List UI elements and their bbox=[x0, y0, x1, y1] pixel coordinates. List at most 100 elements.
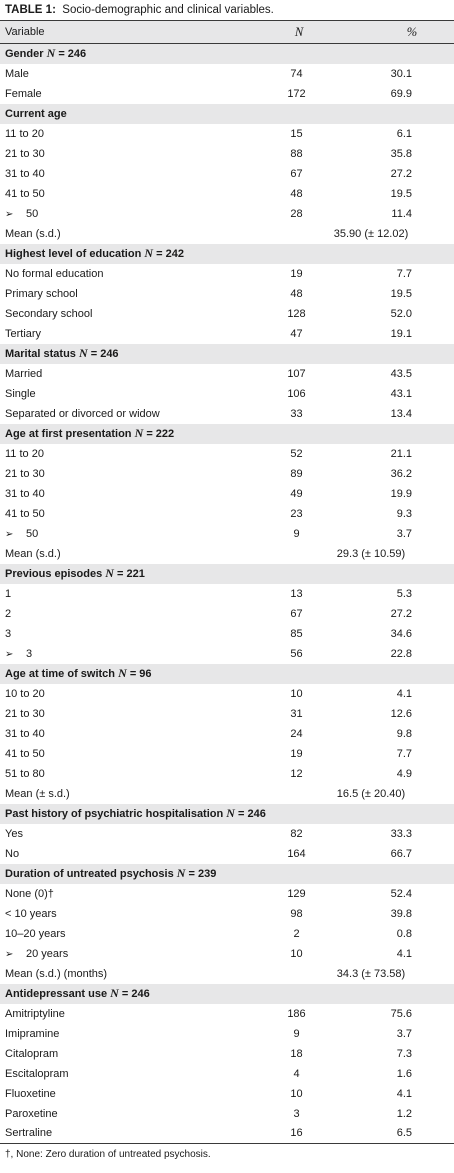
row-label: 41 to 50 bbox=[0, 744, 258, 764]
row-n-value: 106 bbox=[287, 387, 306, 400]
row-label: 11 to 20 bbox=[0, 444, 258, 464]
row-summary-value: 16.5 (± 20.40) bbox=[336, 787, 406, 800]
row-label-text: 21 to 30 bbox=[5, 147, 45, 160]
row-n-value: 56 bbox=[290, 647, 303, 660]
row-percent-value: 3.7 bbox=[396, 1027, 412, 1040]
row-n-value: 33 bbox=[290, 407, 303, 420]
row-label: Yes bbox=[0, 824, 258, 844]
row-label-text: 31 to 40 bbox=[5, 167, 45, 180]
row-label: 10–20 years bbox=[0, 924, 258, 944]
row-n-value: 129 bbox=[287, 887, 306, 900]
row-label-text: Citalopram bbox=[5, 1047, 59, 1060]
row-n-value: 2 bbox=[293, 927, 300, 940]
table-row: ➢ 50 9 3.7 bbox=[0, 524, 454, 544]
row-n-value: 52 bbox=[290, 447, 303, 460]
table-row: 3 85 34.6 bbox=[0, 624, 454, 644]
section-title: Antidepressant use N = 246 bbox=[0, 984, 454, 1004]
row-percent-value: 9.8 bbox=[396, 727, 412, 740]
table-row: Paroxetine 3 1.2 bbox=[0, 1104, 454, 1124]
row-label-text: 41 to 50 bbox=[5, 747, 45, 760]
arrow-bullet-icon: ➢ bbox=[5, 948, 14, 960]
row-label: Imipramine bbox=[0, 1024, 258, 1044]
table-row: 21 to 30 31 12.6 bbox=[0, 704, 454, 724]
row-n-value: 19 bbox=[290, 267, 303, 280]
row-label-text: Primary school bbox=[5, 287, 78, 300]
section-header-row: Current age bbox=[0, 103, 454, 124]
row-label: 41 to 50 bbox=[0, 504, 258, 524]
row-label-text: Tertiary bbox=[5, 327, 42, 340]
section-n-value: = 246 bbox=[90, 348, 119, 360]
table-header: Variable N % bbox=[0, 20, 454, 44]
table-row: Married 107 43.5 bbox=[0, 364, 454, 384]
row-label-text: No formal education bbox=[5, 267, 104, 280]
section-title: Duration of untreated psychosis N = 239 bbox=[0, 864, 454, 884]
section-title: Current age bbox=[0, 104, 454, 124]
row-percent-value: 19.1 bbox=[390, 327, 412, 340]
row-label: Amitriptyline bbox=[0, 1004, 258, 1024]
section-n-symbol: N bbox=[118, 666, 127, 680]
table-row: Mean (s.d.) 29.3 (± 10.59) bbox=[0, 544, 454, 564]
row-label-text: 3 bbox=[26, 647, 33, 660]
row-label: ➢ 50 bbox=[0, 204, 258, 224]
section-header-row: Duration of untreated psychosis N = 239 bbox=[0, 863, 454, 884]
row-label-text: Imipramine bbox=[5, 1027, 60, 1040]
section-header-row: Gender N = 246 bbox=[0, 43, 454, 64]
row-percent-value: 35.8 bbox=[390, 147, 412, 160]
section-title-text: Past history of psychiatric hospitalisat… bbox=[5, 808, 224, 820]
row-label: 1 bbox=[0, 584, 258, 604]
row-label-text: 41 to 50 bbox=[5, 507, 45, 520]
row-label-text: 3 bbox=[5, 627, 12, 640]
row-label-text: 21 to 30 bbox=[5, 707, 45, 720]
row-n-value: 16 bbox=[290, 1127, 303, 1140]
table-row: Imipramine 9 3.7 bbox=[0, 1024, 454, 1044]
table-row: 31 to 40 24 9.8 bbox=[0, 724, 454, 744]
section-n-symbol: N bbox=[226, 806, 235, 820]
row-percent-value: 43.1 bbox=[390, 387, 412, 400]
section-title-text: Age at first presentation bbox=[5, 428, 132, 440]
header-row: Variable N % bbox=[0, 20, 454, 44]
row-percent-value: 36.2 bbox=[390, 467, 412, 480]
arrow-bullet-icon: ➢ bbox=[5, 648, 14, 660]
section-header-row: Marital status N = 246 bbox=[0, 343, 454, 364]
table-row: 10–20 years 2 0.8 bbox=[0, 924, 454, 944]
table-row: 21 to 30 88 35.8 bbox=[0, 144, 454, 164]
table-row: 2 67 27.2 bbox=[0, 604, 454, 624]
row-label-text: Mean (s.d.) bbox=[5, 227, 61, 240]
row-n-value: 107 bbox=[287, 367, 306, 380]
row-label: Fluoxetine bbox=[0, 1084, 258, 1104]
row-label-text: Separated or divorced or widow bbox=[5, 407, 160, 420]
table-row: 11 to 20 15 6.1 bbox=[0, 124, 454, 144]
row-percent-value: 7.3 bbox=[396, 1047, 412, 1060]
row-label-text: 11 to 20 bbox=[5, 447, 44, 460]
row-n-value: 85 bbox=[290, 627, 303, 640]
row-label-text: 10 to 20 bbox=[5, 687, 45, 700]
row-label: Tertiary bbox=[0, 324, 258, 344]
row-label-text: No bbox=[5, 847, 20, 860]
row-n-value: 18 bbox=[290, 1047, 303, 1060]
row-label-text: 41 to 50 bbox=[5, 187, 45, 200]
row-label: No formal education bbox=[0, 264, 258, 284]
row-n-value: 24 bbox=[290, 727, 303, 740]
row-percent-value: 33.3 bbox=[390, 827, 412, 840]
row-label: < 10 years bbox=[0, 904, 258, 924]
section-n-value: = 239 bbox=[188, 868, 217, 880]
row-percent-value: 75.6 bbox=[390, 1007, 412, 1020]
row-label-text: Amitriptyline bbox=[5, 1007, 65, 1020]
row-percent-value: 19.5 bbox=[390, 187, 412, 200]
row-n-value: 10 bbox=[290, 687, 303, 700]
row-percent-value: 43.5 bbox=[390, 367, 412, 380]
row-label-text: 31 to 40 bbox=[5, 727, 45, 740]
row-percent-value: 7.7 bbox=[396, 747, 412, 760]
section-n-value: = 246 bbox=[121, 988, 150, 1000]
row-summary-value: 29.3 (± 10.59) bbox=[336, 547, 406, 560]
row-label: 21 to 30 bbox=[0, 704, 258, 724]
row-percent-value: 39.8 bbox=[390, 907, 412, 920]
data-table: Variable N % Gender N = 246 Male 74 30.1 Fem… bbox=[0, 20, 454, 1144]
row-percent-value: 13.4 bbox=[390, 407, 412, 420]
row-percent-value: 22.8 bbox=[390, 647, 412, 660]
row-label: None (0)† bbox=[0, 884, 258, 904]
row-percent-value: 34.6 bbox=[390, 627, 412, 640]
table-row: Citalopram 18 7.3 bbox=[0, 1044, 454, 1064]
row-n-value: 12 bbox=[290, 767, 303, 780]
row-label-text: None (0)† bbox=[5, 887, 54, 900]
